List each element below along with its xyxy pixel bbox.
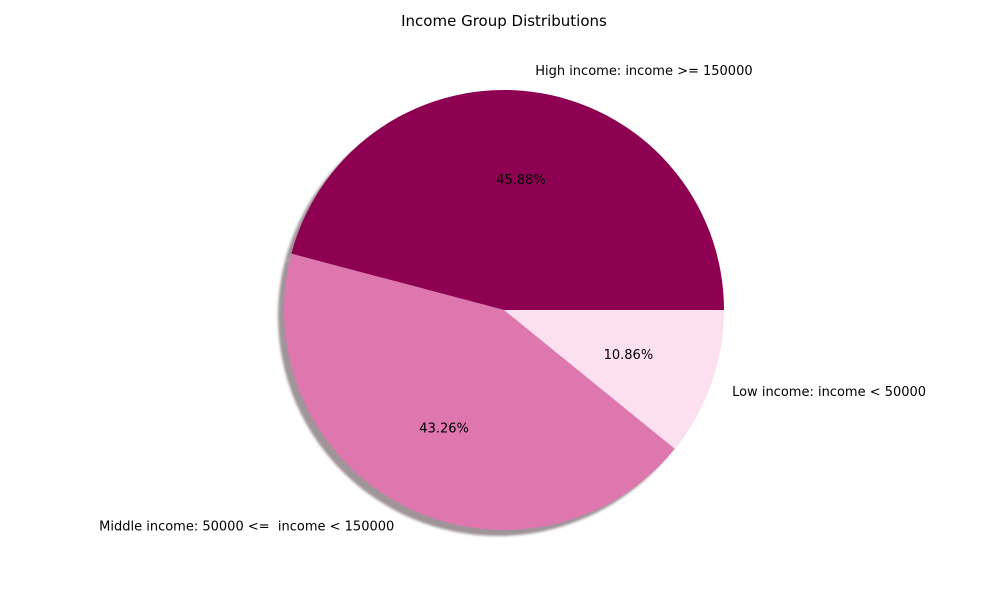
middle-income-label: Middle income: 50000 <= income < 150000 bbox=[99, 520, 394, 535]
low-income-label: Low income: income < 50000 bbox=[732, 385, 926, 400]
low-income-percent-label: 10.86% bbox=[604, 348, 654, 363]
low-income-slice bbox=[504, 310, 724, 449]
chart-title: Income Group Distributions bbox=[401, 12, 607, 30]
middle-income-slice bbox=[283, 253, 675, 531]
high-income-slice bbox=[291, 89, 724, 310]
high-income-percent-label: 45.88% bbox=[496, 173, 546, 188]
pie-labels: High income: income >= 150000 45.88% Middl… bbox=[99, 64, 926, 535]
middle-income-percent-label: 43.26% bbox=[419, 422, 469, 437]
pie-slices bbox=[283, 89, 724, 531]
high-income-label: High income: income >= 150000 bbox=[535, 64, 752, 79]
